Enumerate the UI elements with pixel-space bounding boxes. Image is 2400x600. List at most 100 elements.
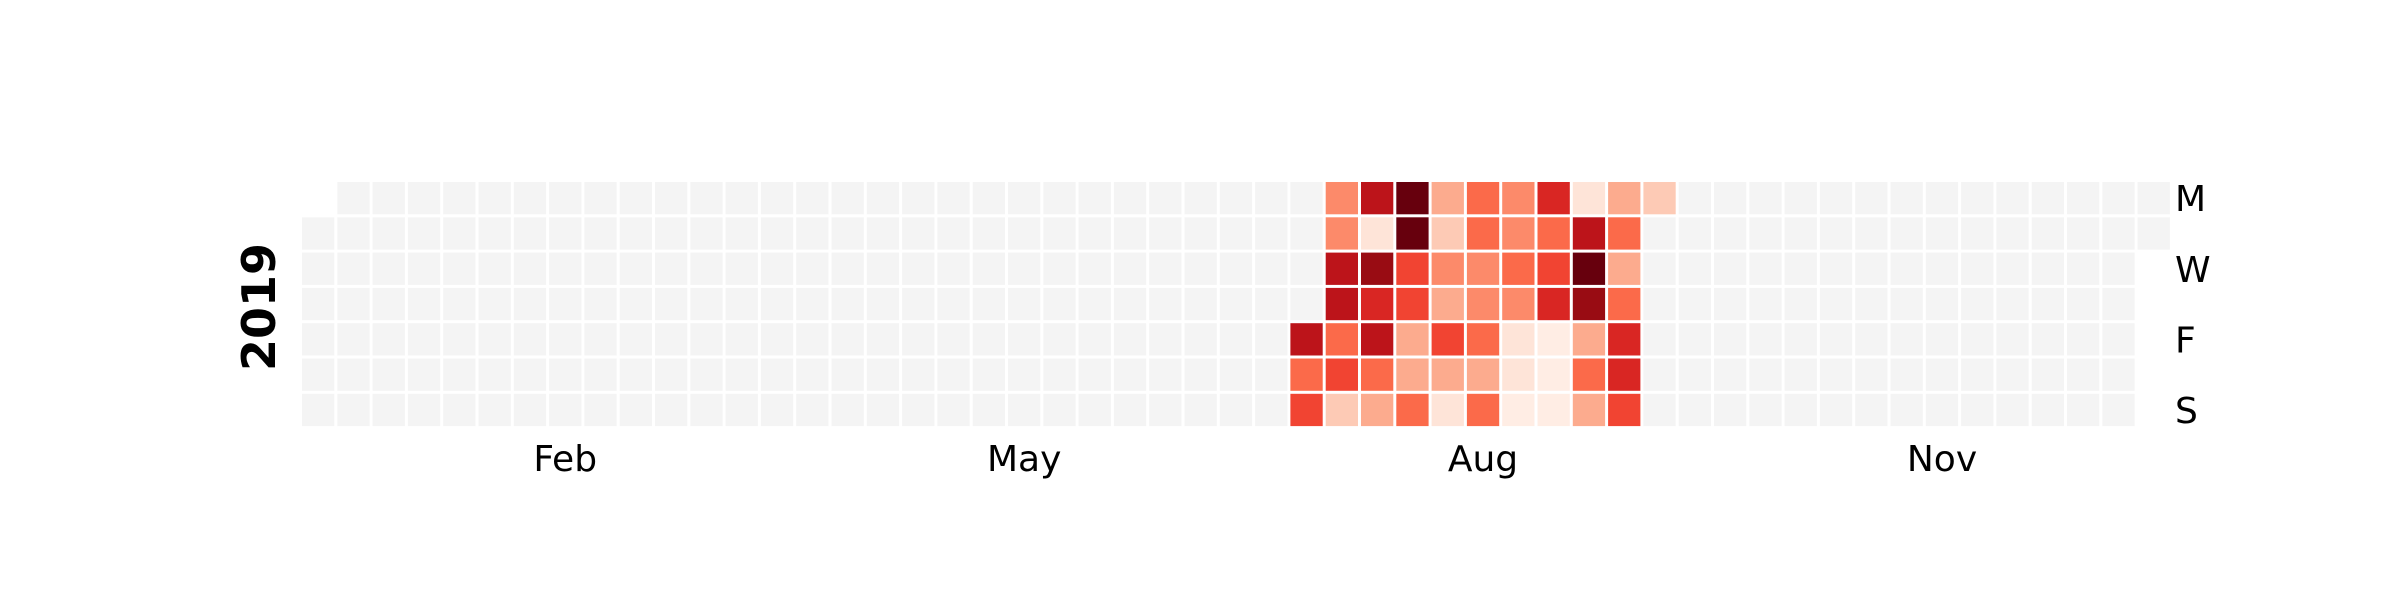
heatmap-cell xyxy=(1996,358,2029,391)
heatmap-cell xyxy=(760,323,794,356)
heatmap-cell xyxy=(1890,393,1923,427)
heatmap-cell xyxy=(1219,393,1253,427)
heatmap-cell xyxy=(1325,393,1358,427)
heatmap-cell xyxy=(937,323,970,356)
heatmap-cell xyxy=(2031,358,2064,391)
heatmap-cell xyxy=(902,393,935,427)
heatmap-cell xyxy=(1784,252,1817,285)
heatmap-cell xyxy=(372,252,405,285)
heatmap-cell xyxy=(1008,287,1041,321)
heatmap-cell xyxy=(443,182,476,215)
heatmap-cell xyxy=(407,323,441,356)
heatmap-cell xyxy=(2031,182,2064,215)
heatmap-cell xyxy=(1925,358,1959,391)
heatmap-cell xyxy=(866,182,900,215)
heatmap-cell xyxy=(725,323,758,356)
heatmap-cell xyxy=(584,217,617,250)
heatmap-cell xyxy=(1749,287,1782,321)
heatmap-cell xyxy=(725,252,758,285)
heatmap-cell xyxy=(1784,217,1817,250)
heatmap-cell xyxy=(1855,393,1888,427)
heatmap-cell xyxy=(407,287,441,321)
heatmap-cell xyxy=(972,287,1005,321)
heatmap-cell xyxy=(2067,358,2100,391)
heatmap-cell xyxy=(1784,393,1817,427)
heatmap-cell xyxy=(1078,393,1111,427)
heatmap-cell xyxy=(1255,217,1288,250)
heatmap-cell xyxy=(866,217,900,250)
heatmap-cell xyxy=(584,393,617,427)
month-label-aug: Aug xyxy=(1448,439,1518,480)
heatmap-cell xyxy=(337,358,370,391)
heatmap-cell xyxy=(655,358,688,391)
heatmap-cell xyxy=(1325,252,1358,285)
heatmap-cell xyxy=(1784,287,1817,321)
heatmap-cell xyxy=(1043,287,1076,321)
heatmap-cell xyxy=(655,287,688,321)
heatmap-cell xyxy=(2137,217,2170,250)
heatmap-cell xyxy=(831,217,864,250)
heatmap-cell xyxy=(1572,287,1606,321)
heatmap-cell xyxy=(655,252,688,285)
heatmap-cell xyxy=(1184,393,1217,427)
heatmap-cell xyxy=(972,217,1005,250)
month-label-nov: Nov xyxy=(1907,439,1977,480)
day-label-w: W xyxy=(2175,250,2211,291)
heatmap-cell xyxy=(1361,182,1394,215)
heatmap-cell xyxy=(1361,323,1394,356)
heatmap-cell xyxy=(302,358,335,391)
heatmap-cell xyxy=(831,323,864,356)
heatmap-cell xyxy=(1325,358,1358,391)
heatmap-cell xyxy=(1290,393,1323,427)
heatmap-cell xyxy=(1572,358,1606,391)
heatmap-cell xyxy=(2067,287,2100,321)
heatmap-cell xyxy=(1714,182,1747,215)
heatmap-cell xyxy=(513,287,547,321)
heatmap-cell xyxy=(549,287,582,321)
heatmap-cell xyxy=(2102,182,2135,215)
heatmap-cell xyxy=(584,182,617,215)
heatmap-cell xyxy=(1925,287,1959,321)
heatmap-cell xyxy=(1572,252,1606,285)
heatmap-cell xyxy=(372,182,405,215)
heatmap-cell xyxy=(1925,182,1959,215)
heatmap-cell xyxy=(1219,217,1253,250)
heatmap-cell xyxy=(443,358,476,391)
heatmap-cell xyxy=(1643,323,1676,356)
heatmap-cell xyxy=(1996,393,2029,427)
heatmap-cell xyxy=(372,287,405,321)
heatmap-cell xyxy=(1714,358,1747,391)
heatmap-cell xyxy=(1749,217,1782,250)
heatmap-cell xyxy=(372,217,405,250)
heatmap-cell xyxy=(1784,182,1817,215)
heatmap-cell xyxy=(337,217,370,250)
heatmap-cell xyxy=(1290,217,1323,250)
heatmap-cell xyxy=(1961,323,1994,356)
heatmap-cell xyxy=(443,393,476,427)
heatmap-cell xyxy=(443,252,476,285)
heatmap-cell xyxy=(2031,393,2064,427)
heatmap-cell xyxy=(760,287,794,321)
heatmap-cell xyxy=(2031,323,2064,356)
heatmap-cell xyxy=(690,217,723,250)
heatmap-cell xyxy=(1325,182,1358,215)
heatmap-cell xyxy=(1996,323,2029,356)
month-label-feb: Feb xyxy=(533,439,597,480)
heatmap-cell xyxy=(1184,287,1217,321)
heatmap-cell xyxy=(1890,217,1923,250)
heatmap-cell xyxy=(1819,287,1853,321)
heatmap-cell xyxy=(1113,393,1147,427)
heatmap-cell xyxy=(1043,217,1076,250)
heatmap-cell xyxy=(2067,252,2100,285)
heatmap-cell xyxy=(1819,217,1853,250)
heatmap-cell xyxy=(513,393,547,427)
heatmap-cell xyxy=(1572,182,1606,215)
heatmap-cell xyxy=(1149,393,1182,427)
heatmap-cell xyxy=(796,252,829,285)
heatmap-cell xyxy=(902,252,935,285)
heatmap-cell xyxy=(937,393,970,427)
heatmap-cell xyxy=(1608,182,1641,215)
heatmap-cell xyxy=(725,287,758,321)
heatmap-cell xyxy=(1396,393,1429,427)
year-label: 2019 xyxy=(232,243,286,371)
